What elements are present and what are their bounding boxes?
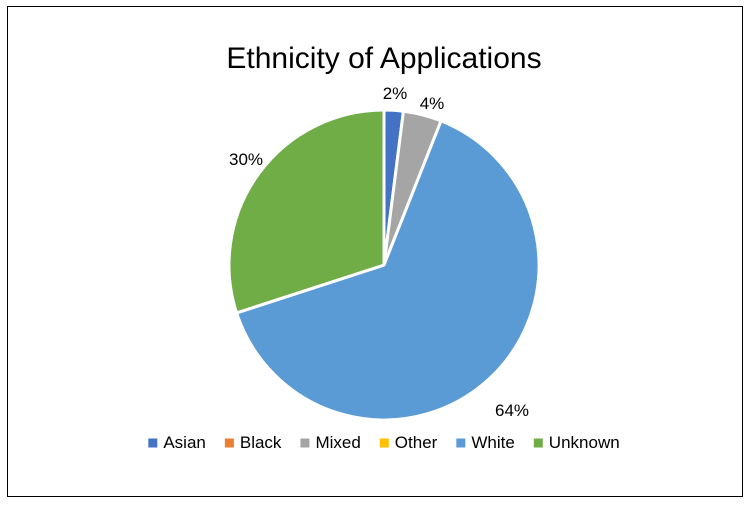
chart-area: Ethnicity of Applications 2% 4% 64% 30% Asi… (7, 6, 743, 497)
pie-slice-unknown (227, 108, 386, 315)
legend: Asian Black Mixed Other White Unknown (148, 433, 620, 452)
legend-item-other: Other (379, 433, 438, 452)
legend-swatch-mixed (300, 438, 310, 448)
legend-label-white: White (471, 433, 514, 452)
pie-slice-white (235, 119, 541, 422)
legend-label-unknown: Unknown (549, 433, 620, 452)
legend-label-black: Black (240, 433, 282, 452)
pie-chart: Ethnicity of Applications 2% 4% 64% 30% Asi… (148, 42, 620, 452)
legend-swatch-white (456, 438, 466, 448)
legend-item-black: Black (224, 433, 282, 452)
legend-label-other: Other (395, 433, 438, 452)
data-label-unknown: 30% (229, 150, 263, 169)
legend-swatch-unknown (533, 438, 543, 448)
legend-label-mixed: Mixed (315, 433, 360, 452)
legend-label-asian: Asian (163, 433, 206, 452)
data-label-asian: 2% (383, 84, 408, 103)
data-label-white: 64% (495, 401, 529, 420)
legend-swatch-black (224, 438, 234, 448)
data-labels: 2% 4% 64% 30% (229, 84, 529, 420)
legend-swatch-asian (148, 438, 158, 448)
legend-item-asian: Asian (148, 433, 206, 452)
legend-item-white: White (456, 433, 515, 452)
chart-title: Ethnicity of Applications (226, 42, 541, 75)
pie-slices (227, 108, 541, 422)
legend-swatch-other (379, 438, 389, 448)
legend-item-mixed: Mixed (300, 433, 361, 452)
data-label-mixed: 4% (420, 94, 445, 113)
legend-item-unknown: Unknown (533, 433, 620, 452)
